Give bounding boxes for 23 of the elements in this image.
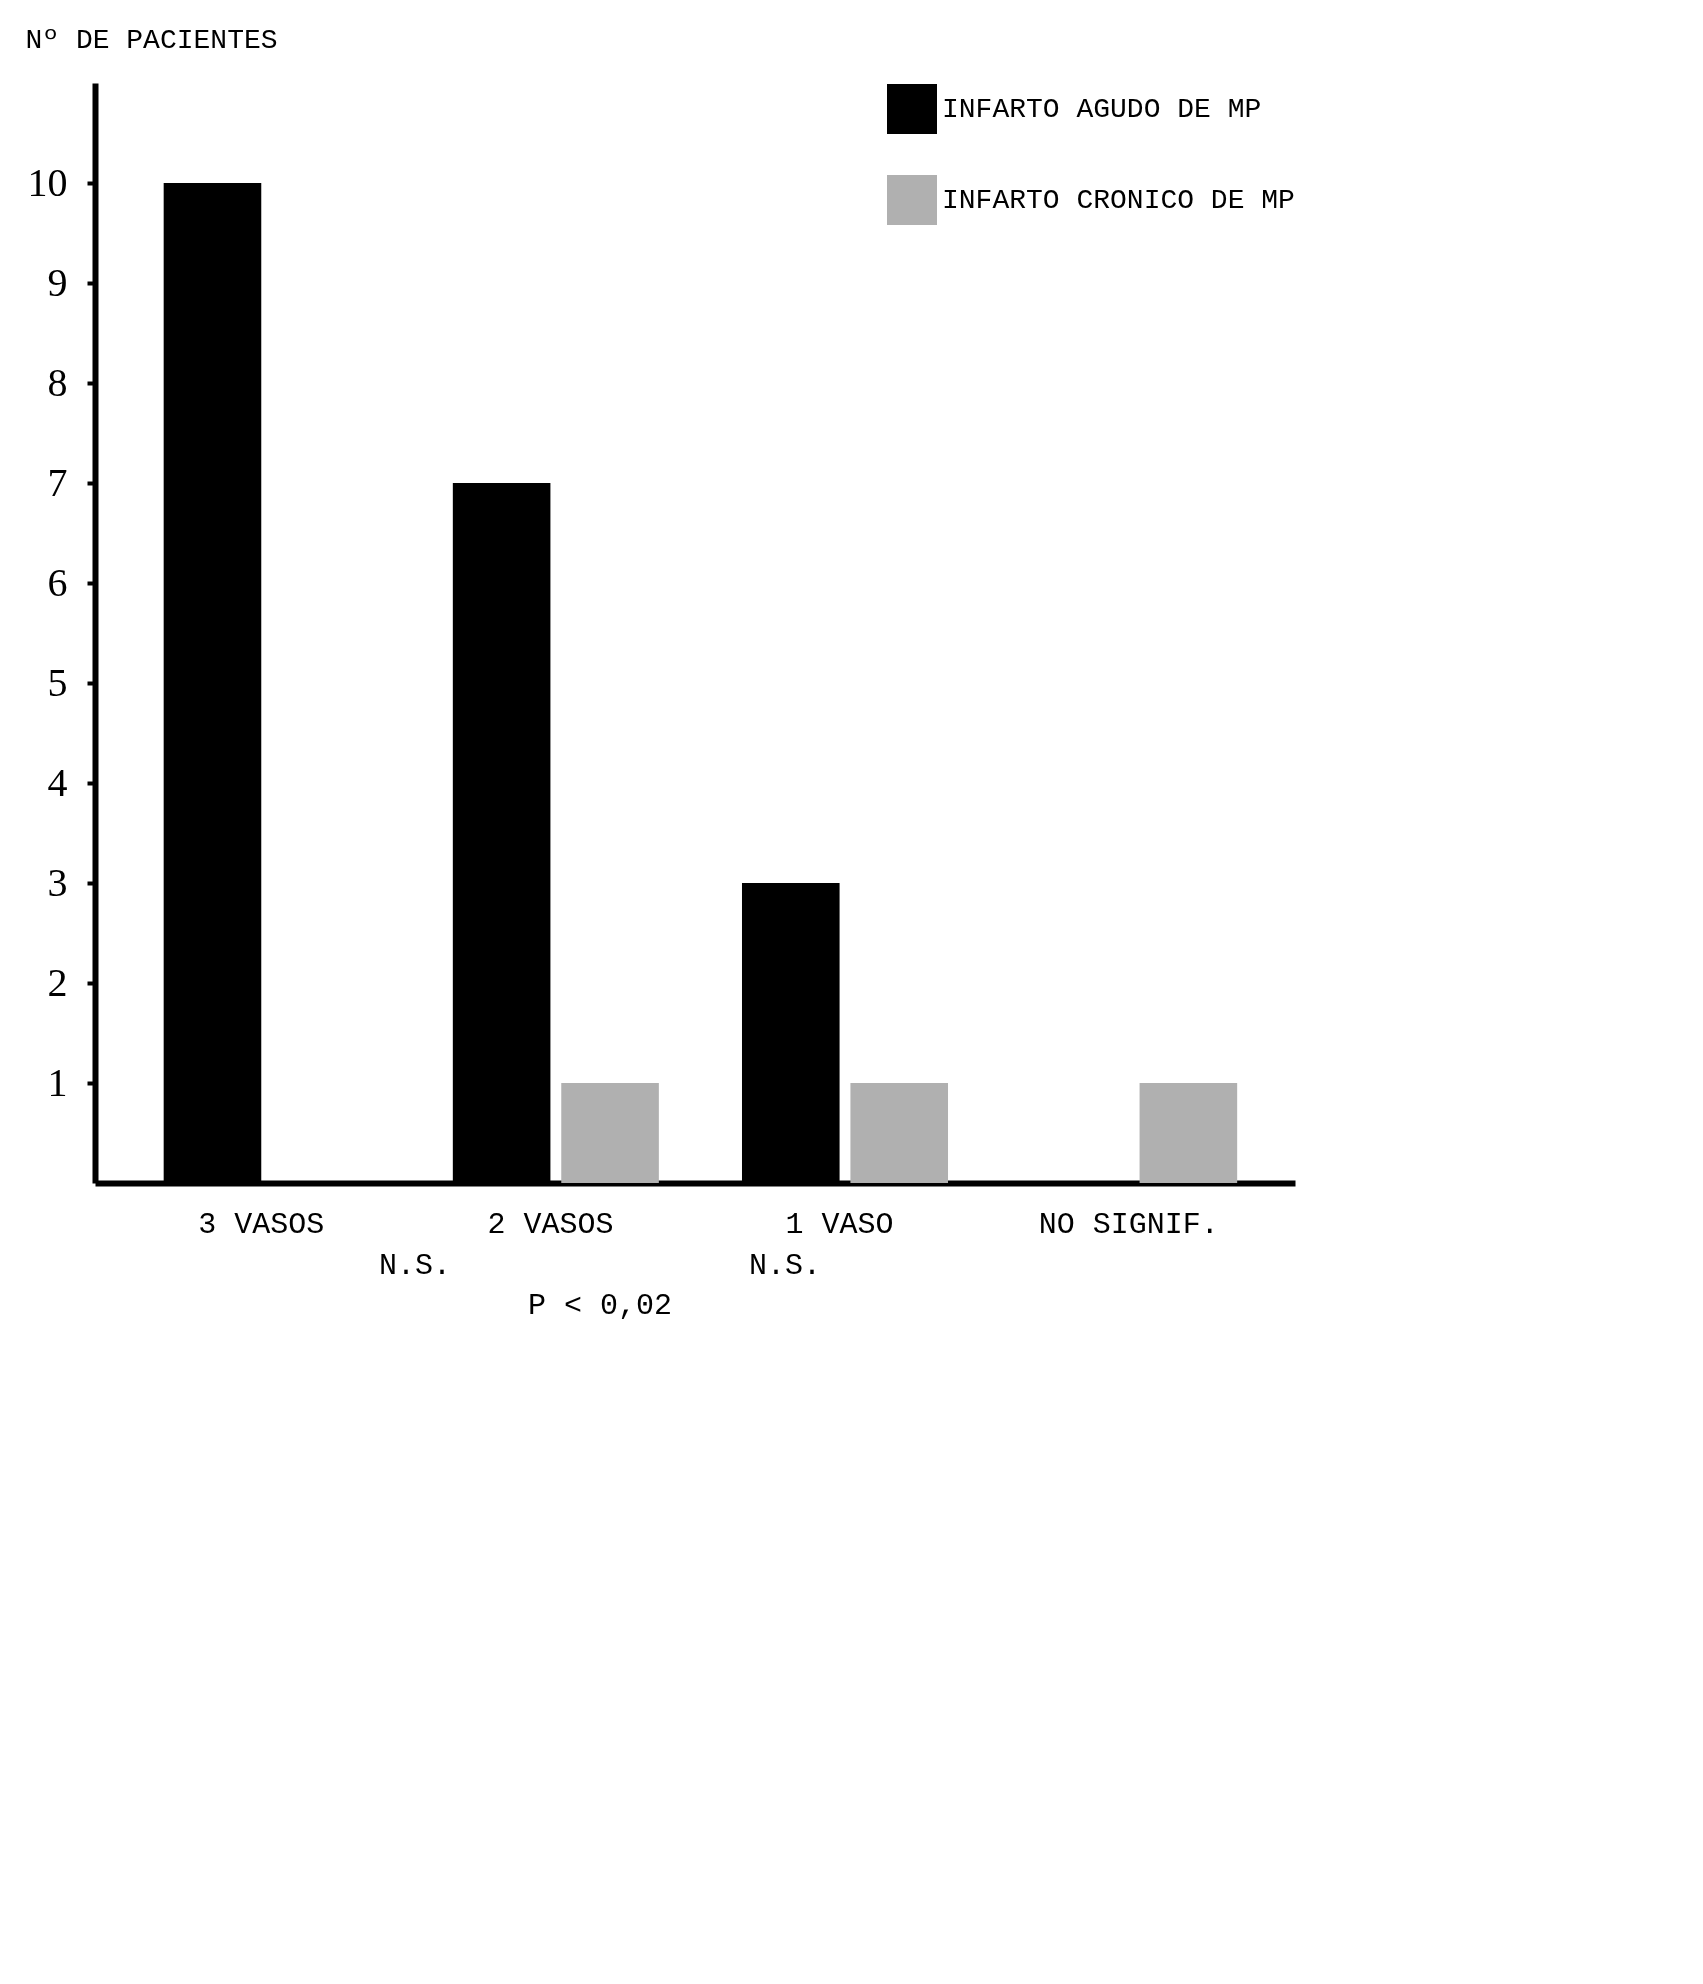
y-tick-label: 2 [47,959,68,1005]
text: P < 0,02 [527,1289,673,1323]
y-tick-label: 7 [47,459,68,505]
y-tick-label: 10 [27,159,68,205]
legend-label: INFARTO CRONICO DE MP [942,185,1295,216]
text: N.S. [748,1249,822,1283]
y-tick-label: 3 [47,859,68,905]
x-tick-label: NO SIGNIF. [1038,1207,1219,1242]
y-tick-label: 8 [47,359,68,405]
bar [561,1083,659,1183]
x-tick-label: 2 VASOS [487,1207,614,1242]
bar [1139,1083,1238,1183]
y-tick-label: 5 [47,659,68,705]
y-tick-label: 6 [47,559,68,605]
y-tick-label: 1 [47,1059,68,1105]
legend-label: INFARTO AGUDO DE MP [942,94,1262,125]
y-tick-label: 4 [47,759,68,805]
y-axis-title: Nº DE PACIENTES [25,24,278,56]
text: N.S. [378,1249,452,1283]
bar [850,1083,949,1183]
x-tick-label: 1 VASO [785,1207,894,1242]
x-tick-label: 3 VASOS [198,1207,325,1242]
y-tick-label: 9 [47,259,68,305]
